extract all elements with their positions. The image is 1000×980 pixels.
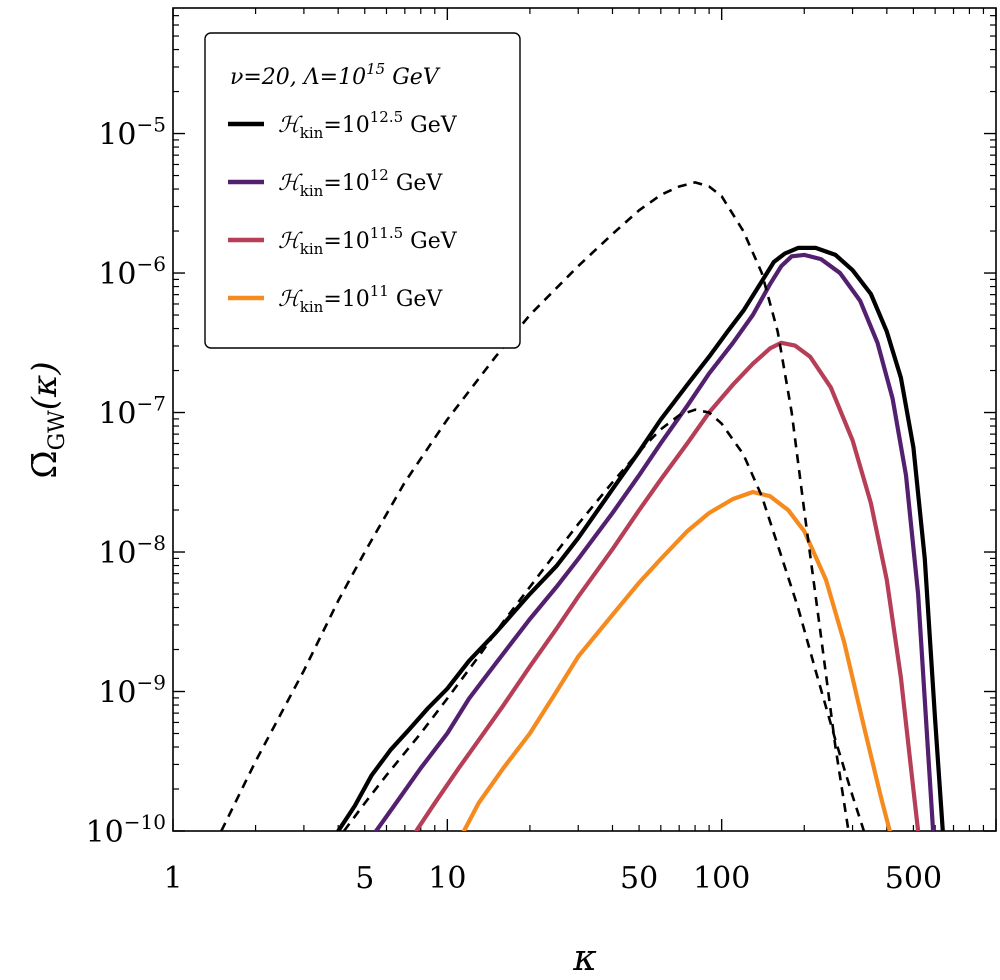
major-ticks (172, 8, 997, 832)
legend-title: ν=20, Λ=1015 GeV (230, 60, 441, 90)
legend-entry-label: ℋkin=1011.5 GeV (278, 224, 458, 258)
series-line-1 (374, 252, 936, 831)
series-line-3 (461, 489, 892, 831)
x-tick-label: 50 (620, 861, 658, 896)
y-axis-label-main: Ω̄ (25, 450, 65, 478)
series-line-0 (336, 245, 945, 831)
legend: ν=20, Λ=1015 GeV ℋkin=1012.5 GeVℋkin=101… (204, 32, 521, 349)
x-tick-label: 100 (693, 861, 750, 896)
y-tick-label: 10−9 (98, 671, 166, 711)
svg-text:Ω̄GW(κ): Ω̄GW(κ) (25, 361, 70, 478)
series-layer (220, 181, 945, 831)
y-tick-labels: 10−10 10−9 10−8 10−7 10−6 10−5 (86, 113, 166, 850)
y-tick-label: 10−7 (98, 392, 166, 432)
legend-entries: ℋkin=1012.5 GeV ℋkin=1012 GeV ℋkin=1011.5 … (228, 108, 458, 316)
x-tick-label: 10 (428, 861, 466, 896)
legend-box (204, 32, 521, 349)
series-line-5 (342, 408, 866, 831)
y-tick-label: 10−6 (98, 252, 166, 292)
x-tick-label: 1 (163, 861, 182, 896)
y-tick-label: 10−5 (98, 113, 166, 153)
minor-ticks (173, 8, 996, 831)
y-tick-label: 10−8 (98, 531, 166, 571)
x-tick-label: 500 (885, 861, 942, 896)
y-axis-label: Ω̄GW(κ) (25, 361, 70, 478)
y-axis-label-sub: GW (45, 410, 70, 451)
legend-entry-label: ℋkin=1012.5 GeV (278, 108, 458, 142)
x-axis-label: κ (572, 938, 597, 979)
x-tick-labels: 1 5 10 50 100 500 (163, 861, 942, 896)
x-tick-label: 5 (355, 861, 374, 896)
y-tick-label: 10−10 (86, 810, 166, 850)
y-axis-label-arg: (κ) (25, 361, 65, 410)
series-line-4 (220, 181, 850, 831)
legend-entry-label: ℋkin=1012 GeV (278, 166, 443, 200)
series-line-2 (414, 340, 921, 831)
legend-entry-label: ℋkin=1011 GeV (278, 282, 443, 316)
